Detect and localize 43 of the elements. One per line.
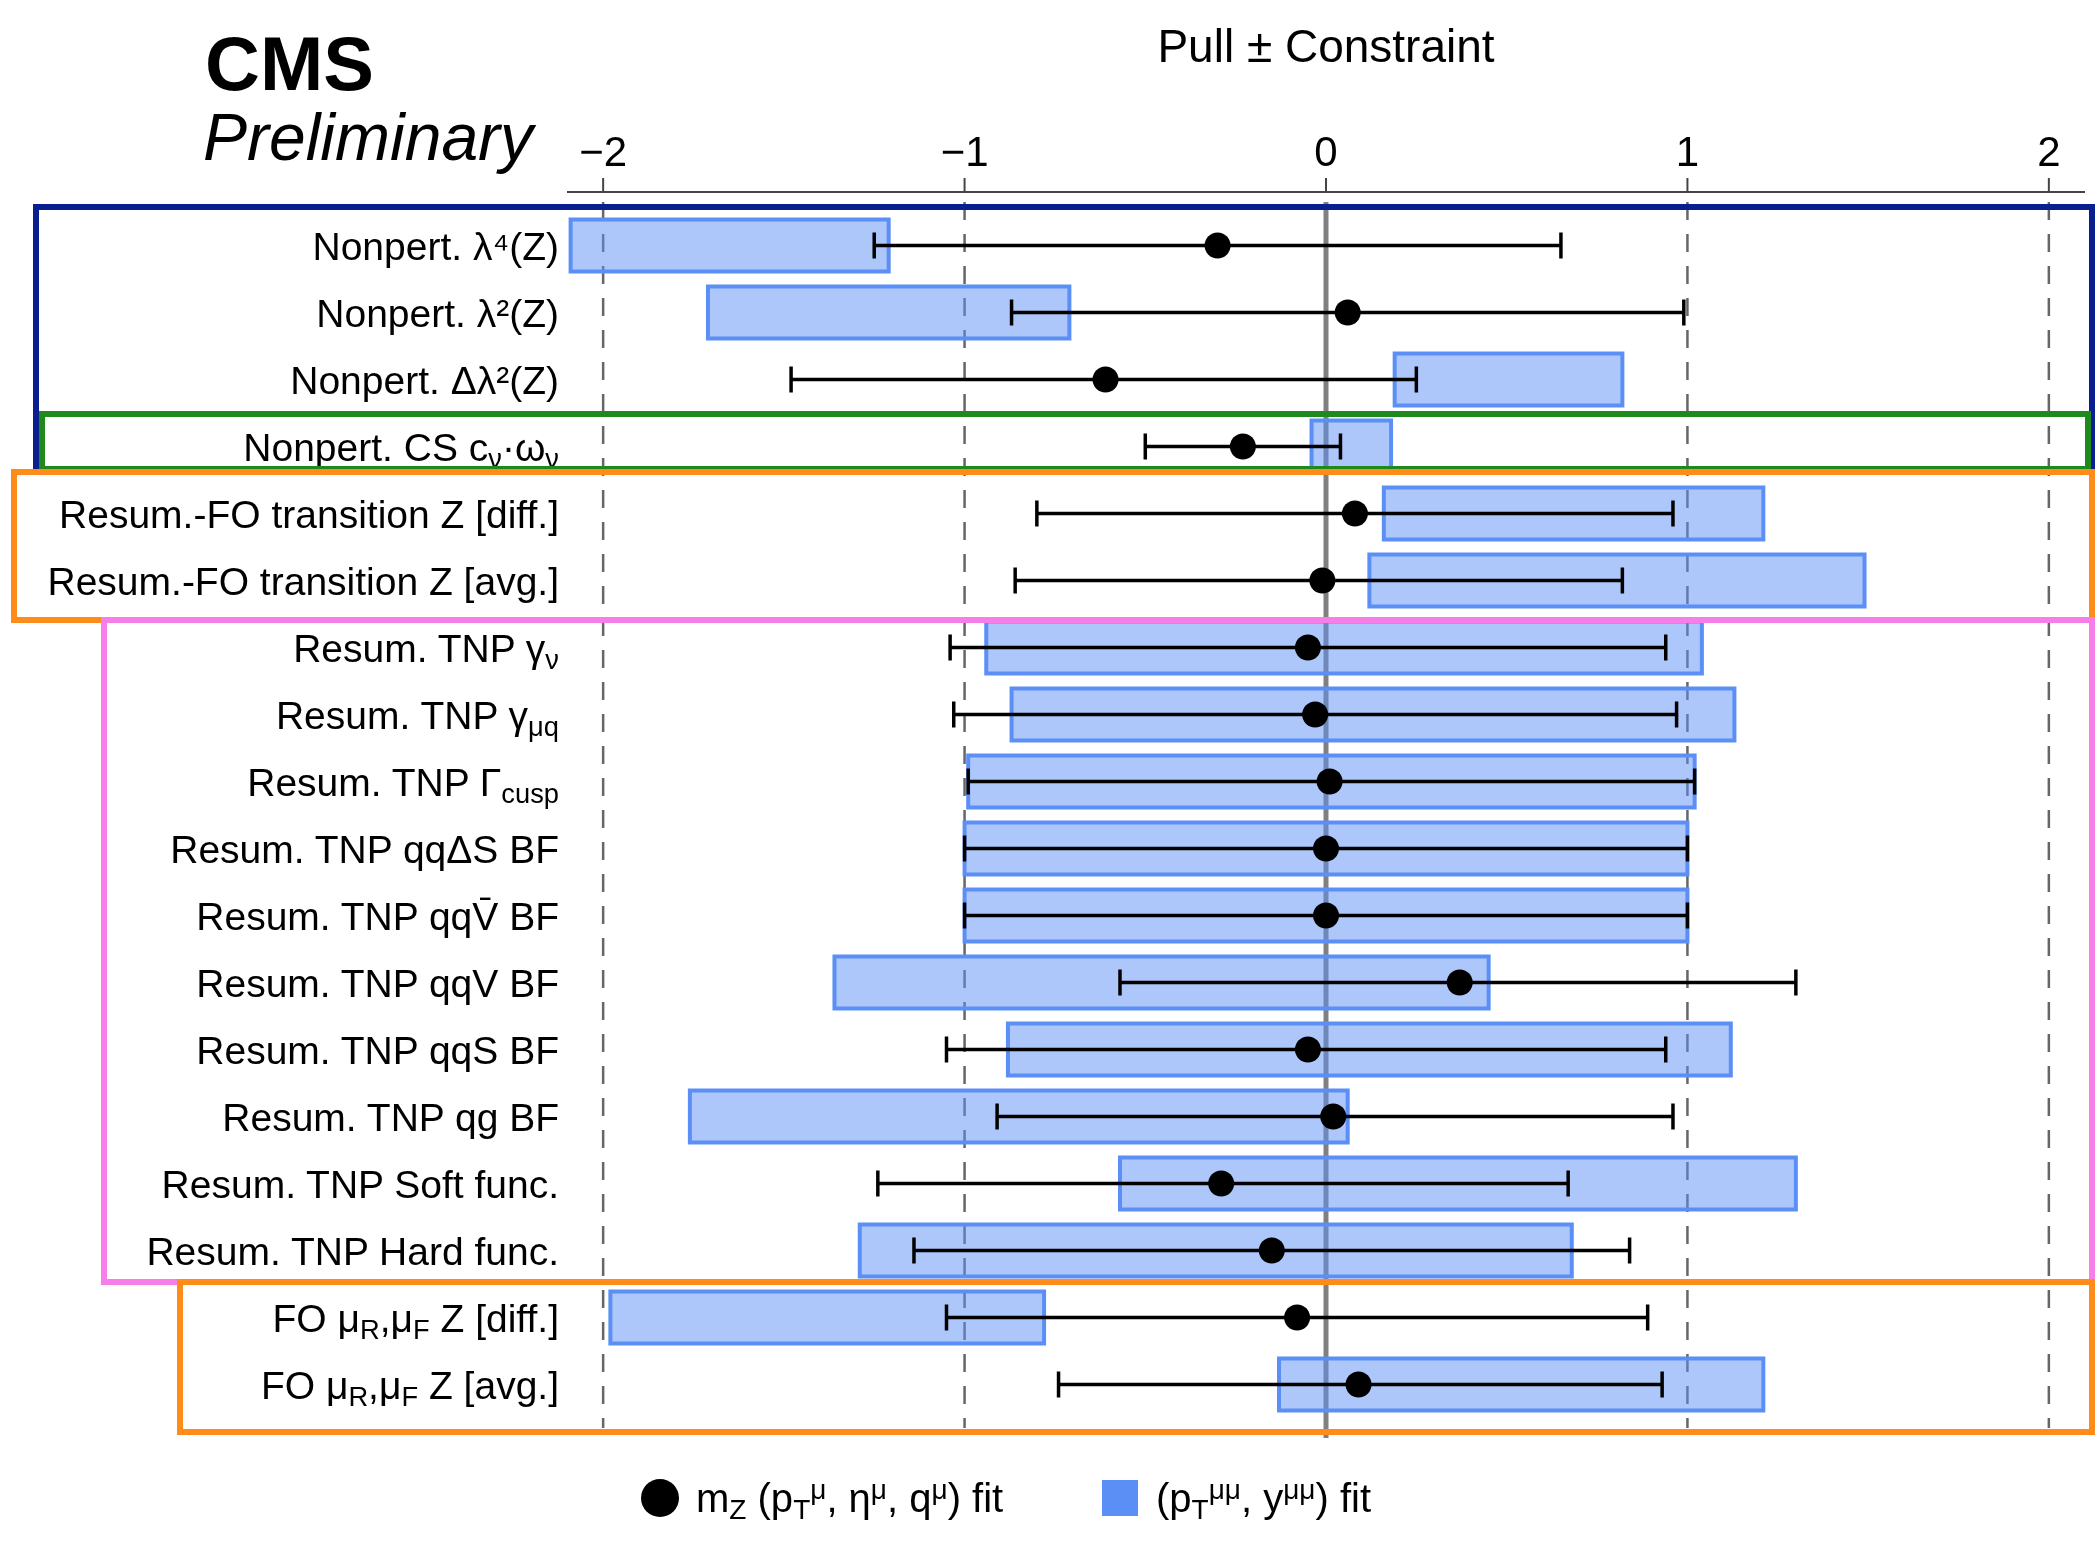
y-tick-label: Resum. TNP qqV̄ BF (196, 894, 559, 938)
point (1294, 634, 1321, 661)
point (1229, 433, 1256, 460)
y-tick-label: Nonpert. λ⁴(Z) (312, 224, 559, 268)
y-tick-label: Resum. TNP qqS BF (196, 1028, 559, 1072)
y-tick-label: Resum. TNP Soft func. (161, 1162, 559, 1206)
y-tick-label: Resum. TNP Hard func. (146, 1229, 559, 1273)
point (1284, 1304, 1311, 1331)
y-tick-label: FO μ$_{R}$,μ$_{F}$ Z [avg.] (260, 1363, 559, 1412)
point (1320, 1103, 1347, 1130)
point (1313, 835, 1339, 862)
y-tick-label: Resum.-FO transition Z [diff.] (59, 492, 559, 536)
point (1316, 768, 1343, 795)
x-tick-label: 0 (1314, 128, 1338, 175)
point (1345, 1371, 1372, 1398)
y-tick-label: FO μ$_{R}$,μ$_{F}$ Z [diff.] (272, 1296, 559, 1345)
y-tick-label: Nonpert. Δλ²(Z) (290, 358, 559, 402)
point (1092, 366, 1119, 393)
y-tick-label: Resum. TNP γ$_{ν}$ (293, 626, 559, 675)
point (1302, 701, 1329, 728)
y-tick-label: Resum. TNP Γ$_{cusp}$ (247, 760, 559, 809)
y-tick-label: Nonpert. λ²(Z) (316, 291, 559, 335)
y-tick-label: Resum.-FO transition Z [avg.] (47, 559, 559, 603)
x-axis-title: Pull ± Constraint (1157, 20, 1495, 72)
y-tick-label: Resum. TNP qqV BF (196, 961, 559, 1005)
point (1313, 902, 1339, 929)
y-tick-label: Resum. TNP γ$_{μq}$ (275, 693, 559, 742)
legend-label: (p$_{T}$$^{μμ}$, y$^{μμ}$) fit (1156, 1474, 1371, 1525)
point (1309, 567, 1336, 594)
x-tick-label: −1 (940, 128, 989, 175)
x-tick-label: 1 (1675, 128, 1700, 175)
point (1446, 969, 1473, 996)
point (1204, 232, 1231, 259)
point (1334, 299, 1361, 326)
point (1208, 1170, 1235, 1197)
point (1258, 1237, 1285, 1264)
y-tick-label: Resum. TNP qg BF (222, 1095, 559, 1139)
point (1341, 500, 1368, 527)
point (1294, 1036, 1321, 1063)
x-tick-label: −2 (579, 128, 628, 175)
y-tick-label: Resum. TNP qqΔS BF (170, 827, 559, 871)
x-tick-label: 2 (2037, 128, 2061, 175)
text: m$_{Z}$ (p$_{T}$$^{μ}$, η$^{μ}$, q$^{μ}$) fit (696, 1474, 1004, 1525)
